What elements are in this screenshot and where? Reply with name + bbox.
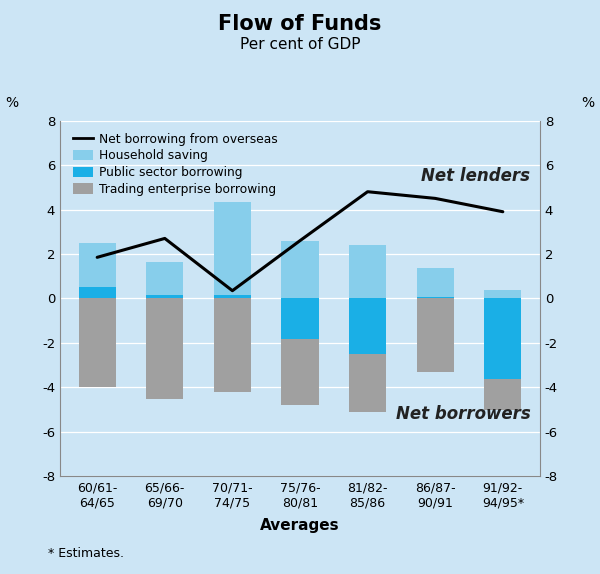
Bar <box>281 339 319 405</box>
Text: Per cent of GDP: Per cent of GDP <box>240 37 360 52</box>
Bar <box>416 298 454 372</box>
Bar <box>214 201 251 295</box>
Text: * Estimates.: * Estimates. <box>48 546 124 560</box>
Text: Net borrowers: Net borrowers <box>395 405 530 423</box>
Bar <box>484 298 521 379</box>
Legend: Net borrowing from overseas, Household saving, Public sector borrowing, Trading : Net borrowing from overseas, Household s… <box>71 130 280 198</box>
Bar <box>146 262 184 295</box>
Text: Net lenders: Net lenders <box>421 167 530 185</box>
Bar <box>349 298 386 354</box>
Bar <box>484 379 521 410</box>
Bar <box>79 243 116 288</box>
Bar <box>214 298 251 392</box>
Text: %: % <box>581 96 595 110</box>
Bar <box>146 298 184 398</box>
Text: %: % <box>5 96 19 110</box>
X-axis label: Averages: Averages <box>260 518 340 533</box>
Bar <box>349 354 386 412</box>
Bar <box>281 241 319 298</box>
Bar <box>416 297 454 298</box>
Bar <box>484 290 521 298</box>
Bar <box>214 295 251 298</box>
Bar <box>79 288 116 298</box>
Bar <box>416 269 454 297</box>
Bar <box>146 295 184 298</box>
Bar <box>349 245 386 298</box>
Bar <box>281 298 319 339</box>
Bar <box>79 298 116 387</box>
Text: Flow of Funds: Flow of Funds <box>218 14 382 34</box>
